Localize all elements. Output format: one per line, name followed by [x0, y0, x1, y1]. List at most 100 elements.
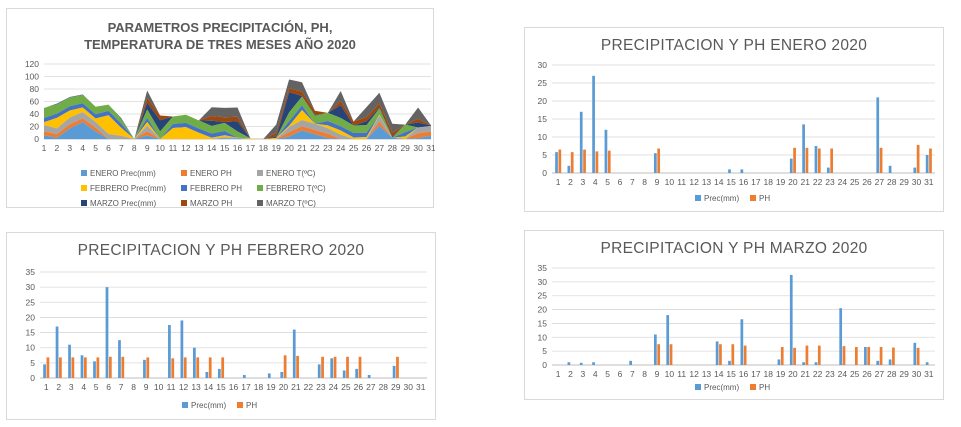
marzo-chart-xtick-label: 19 [776, 369, 786, 379]
area-chart-xtick-label: 22 [310, 143, 320, 153]
febrero-chart-bar-prec [280, 371, 284, 378]
marzo-chart-bar-ph [669, 344, 673, 365]
febrero-chart-xtick-label: 25 [341, 382, 351, 392]
febrero-chart-bar-prec [118, 340, 121, 378]
febrero-chart-xtick-label: 11 [167, 382, 176, 392]
marzo-chart-bar-ph [731, 344, 735, 365]
enero-chart-bar-ph [805, 147, 809, 173]
enero-chart-xtick-label: 1 [556, 177, 561, 187]
area-chart-xtick-label: 11 [169, 143, 178, 153]
febrero-chart-bar-ph [121, 356, 125, 378]
marzo-chart-legend-swatch [695, 384, 701, 390]
marzo-chart-xtick-label: 31 [924, 369, 934, 379]
marzo-chart-ytick-label: 15 [538, 318, 548, 328]
enero-chart-xtick-label: 8 [642, 177, 647, 187]
febrero-chart-xtick-label: 20 [279, 382, 289, 392]
area-chart-xtick-label: 5 [93, 143, 98, 153]
enero-chart-xtick-label: 29 [899, 177, 909, 187]
marzo-chart-xtick-label: 23 [825, 369, 835, 379]
marzo-chart-bar-ph [805, 345, 809, 365]
marzo-chart-legend-label: Prec(mm) [704, 383, 739, 392]
marzo-chart-xtick-label: 15 [726, 369, 736, 379]
febrero-chart-xtick-label: 23 [316, 382, 326, 392]
area-chart-xtick-label: 15 [220, 143, 230, 153]
marzo-chart-bar-prec [666, 315, 670, 365]
febrero-chart-bar-ph [108, 356, 112, 378]
marzo-chart-bar-ph [867, 346, 871, 365]
area-chart-xtick-label: 31 [426, 143, 435, 153]
febrero-chart-bar-ph [71, 357, 75, 378]
enero-chart-xtick-label: 28 [887, 177, 897, 187]
marzo-chart-xtick-label: 1 [556, 369, 561, 379]
marzo-chart-legend-swatch [750, 384, 756, 390]
marzo-chart-xtick-label: 18 [763, 369, 773, 379]
enero-chart-xtick-label: 18 [763, 177, 773, 187]
enero-chart-xtick-label: 3 [581, 177, 586, 187]
area-chart-xtick-label: 27 [375, 143, 385, 153]
febrero-chart-xtick-label: 27 [366, 382, 376, 392]
area-chart-xtick-label: 30 [413, 143, 423, 153]
area-chart-area-marzo-ph [44, 88, 431, 139]
marzo-chart-bar-prec [814, 362, 818, 365]
febrero-chart-ytick-label: 30 [26, 282, 36, 292]
febrero-chart-bar-prec [330, 358, 334, 378]
area-chart-legend-swatch [181, 200, 187, 206]
area-chart-legend-label: FEBRERO Prec(mm) [90, 184, 166, 193]
area-chart-xtick-label: 14 [207, 143, 217, 153]
enero-chart-bar-ph [916, 144, 920, 173]
febrero-chart-bar-prec [93, 361, 96, 378]
marzo-chart-xtick-label: 8 [642, 369, 647, 379]
area-chart-xtick-label: 19 [271, 143, 281, 153]
febrero-chart-xtick-label: 7 [119, 382, 124, 392]
febrero-chart-xtick-label: 17 [241, 382, 251, 392]
marzo-chart-bar-prec [839, 308, 843, 365]
marzo-chart-bar-prec [715, 341, 719, 365]
area-chart-legend-label: FEBRERO T(ºC) [266, 184, 326, 193]
area-chart-xtick-label: 1 [42, 143, 47, 153]
enero-chart-bar-prec [740, 169, 744, 173]
marzo-chart-bar-ph [842, 346, 846, 365]
marzo-chart-ytick-label: 25 [538, 291, 548, 301]
marzo-chart-xtick-label: 7 [630, 369, 635, 379]
enero-chart-bar-prec [826, 167, 830, 173]
febrero-chart-bar-prec [168, 325, 171, 378]
marzo-chart-xtick-label: 17 [751, 369, 761, 379]
enero-chart-xtick-label: 2 [568, 177, 573, 187]
enero-chart-xtick-label: 11 [677, 177, 686, 187]
enero-chart-xtick-label: 17 [751, 177, 761, 187]
enero-chart-legend-label: Prec(mm) [704, 194, 739, 203]
marzo-chart-xtick-label: 26 [862, 369, 872, 379]
febrero-chart-xtick-label: 30 [404, 382, 414, 392]
febrero-chart-bar-ph [46, 357, 50, 378]
marzo-chart-bar-prec [802, 362, 805, 365]
marzo-chart-ytick-label: 10 [538, 332, 548, 342]
febrero-chart-xtick-label: 15 [216, 382, 226, 392]
area-chart-legend-swatch [257, 185, 263, 191]
area-chart-xtick-label: 28 [388, 143, 398, 153]
area-chart-xtick-label: 20 [284, 143, 294, 153]
area-chart-area-febrero-ph [44, 103, 431, 139]
enero-chart-bar-prec [555, 152, 558, 173]
enero-chart-xtick-label: 30 [912, 177, 922, 187]
febrero-chart-legend-label: Prec(mm) [191, 401, 226, 410]
area-chart-xtick-label: 17 [246, 143, 256, 153]
marzo-chart-xtick-label: 29 [899, 369, 909, 379]
febrero-chart-legend-swatch [237, 402, 243, 408]
marzo-chart-xtick-label: 2 [568, 369, 573, 379]
febrero-chart-panel: PRECIPITACION Y PH FEBRERO 2020 0 5 10 15 20… [6, 232, 436, 420]
area-chart-legend-label: ENERO T(ºC) [266, 169, 316, 178]
enero-chart-xtick-label: 9 [655, 177, 660, 187]
enero-chart-bar-prec [876, 97, 880, 173]
enero-chart-legend-swatch [695, 195, 701, 201]
enero-chart-bar-ph [929, 148, 932, 173]
area-chart-xtick-label: 8 [132, 143, 137, 153]
area-chart-legend-label: FEBRERO PH [190, 184, 242, 193]
febrero-chart-bar-ph [346, 356, 349, 378]
febrero-chart-ytick-label: 5 [30, 358, 35, 368]
area-chart-legend-label: ENERO Prec(mm) [90, 169, 156, 178]
area-chart-area-febrero-prec-mm [44, 107, 431, 139]
febrero-chart-xtick-label: 22 [304, 382, 314, 392]
enero-chart-xtick-label: 21 [801, 177, 811, 187]
area-chart-legend-swatch [81, 185, 87, 191]
